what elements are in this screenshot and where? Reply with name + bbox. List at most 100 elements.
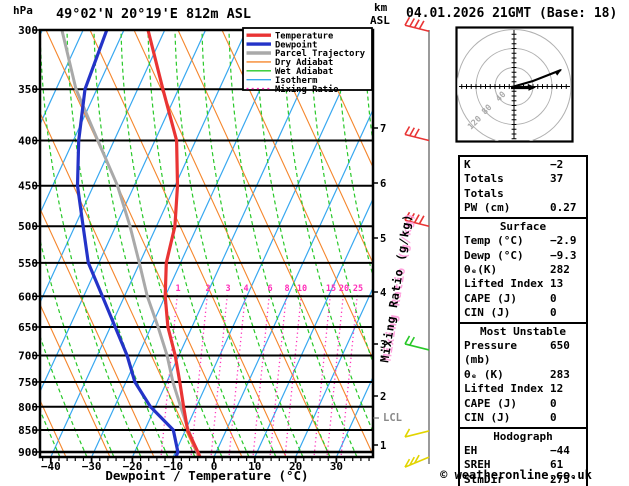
stats-section: K −2 Totals Totals 37 PW (cm) 0.27: [460, 157, 586, 217]
stat-value: 283: [550, 367, 570, 381]
stats-section-title: Most Unstable: [479, 324, 567, 338]
km-tick-label: 5: [380, 233, 386, 245]
run-date-title: 04.01.2026 21GMT (Base: 18): [406, 6, 618, 21]
pressure-tick-label: 700: [18, 349, 38, 362]
storm-motion-arrowhead: [528, 84, 536, 91]
stats-section-title: Surface: [499, 219, 547, 233]
stat-label: Temp (°C): [464, 234, 524, 248]
km-tick-label: 2: [380, 391, 386, 403]
table-row: CIN (J) 0: [460, 411, 586, 425]
wind-barb: [404, 428, 430, 438]
table-row: Temp (°C) −2.9: [460, 234, 586, 248]
table-row: SREH 61: [460, 458, 586, 472]
wind-barb: [404, 335, 430, 351]
temperature-curve: [146, 30, 203, 458]
stat-label: K: [464, 158, 471, 171]
svg-text:15: 15: [326, 284, 336, 294]
temperature-tick-label: −20: [122, 460, 142, 473]
pressure-tick-label: 300: [18, 24, 38, 37]
km-asl-scale: 7 6 5 4 3 2 1: [373, 123, 386, 452]
temperature-tick-label: −40: [41, 460, 61, 473]
stats-section-most-unstable: Most Unstable Pressure (mb) 650 θₑ (K) 283 Li…: [460, 321, 586, 427]
stat-value: −9.3: [550, 248, 577, 262]
legend-item-label: Mixing Ratio: [275, 84, 339, 95]
asl-axis-label: ASL: [370, 14, 390, 27]
temperature-tick-label: −30: [82, 460, 102, 473]
wind-trace-arrowhead: [554, 69, 562, 76]
hodograph-ring: [457, 29, 572, 141]
svg-text:2: 2: [205, 284, 210, 294]
table-row: Dewp (°C) −9.3: [460, 249, 586, 263]
table-row: Lifted Index 13: [460, 277, 586, 291]
mixing-ratio-labels: 1 2 3 4 6 8 10 15 20 25: [175, 284, 363, 294]
stat-label: Totals Totals: [464, 172, 504, 200]
stat-value: 0: [550, 411, 557, 425]
stat-label: Pressure (mb): [464, 339, 517, 367]
legend-item-label: Parcel Trajectory: [275, 49, 366, 59]
km-tick-label: 7: [380, 123, 386, 135]
km-tick-label: 4: [380, 287, 386, 299]
km-tick-label: 1: [380, 440, 386, 452]
pressure-tick-label: 450: [18, 180, 38, 193]
stat-value: −2.9: [550, 234, 577, 248]
pressure-tick-label: 400: [18, 135, 38, 148]
stat-label: PW (cm): [464, 201, 511, 215]
pressure-tick-label: 600: [18, 290, 38, 303]
skewt-chart: 3003504004505005506006507007508008509001…: [18, 16, 430, 473]
stat-label: CAPE (J): [464, 396, 517, 410]
pressure-tick-label: 800: [18, 401, 38, 414]
legend-item-label: Dry Adiabat: [275, 57, 333, 68]
legend-item-label: Wet Adiabat: [275, 66, 333, 77]
table-row: θₑ(K) 282: [460, 263, 586, 277]
stat-label: Lifted Index: [464, 382, 544, 396]
stat-label: EH: [464, 444, 478, 457]
stat-value: 275°: [550, 472, 577, 486]
svg-text:3: 3: [225, 284, 230, 294]
table-row: CAPE (J) 0: [460, 397, 586, 411]
stat-value: 0: [550, 396, 557, 410]
temperature-tick-label: 0: [211, 460, 218, 473]
pressure-unit-label: hPa: [13, 4, 33, 17]
temperature-tick-label: 10: [248, 460, 261, 473]
stat-value: 0: [550, 291, 557, 305]
stat-value: 282: [550, 262, 570, 276]
wind-barb: [404, 211, 430, 227]
table-row: K −2: [460, 158, 586, 172]
isotherm-lines: [40, 30, 373, 458]
stat-label: CIN (J): [464, 306, 511, 320]
stat-label: StmDir: [464, 472, 504, 486]
km-axis-label: km: [374, 1, 388, 14]
table-row: CIN (J) 0: [460, 306, 586, 320]
stats-section-surface: Surface Temp (°C) −2.9 Dewp (°C) −9.3 θₑ(K) 28…: [460, 216, 586, 322]
legend-item-label: Isotherm: [275, 76, 317, 86]
plot-border: [38, 28, 375, 459]
legend-item-label: Dewpoint: [275, 39, 317, 50]
stat-value: 61: [550, 458, 564, 472]
pressure-tick-label: 350: [18, 83, 38, 96]
svg-text:10: 10: [297, 284, 307, 294]
stat-value: 13: [550, 277, 564, 291]
stat-label: CAPE (J): [464, 291, 517, 305]
hodograph-wind-trace: [511, 68, 562, 89]
pressure-tick-label: 850: [18, 424, 38, 437]
stat-value: 0: [550, 306, 557, 320]
dewpoint-curve: [75, 30, 180, 458]
svg-text:8: 8: [284, 284, 289, 294]
legend-item-label: Temperature: [275, 31, 333, 41]
table-row: Totals Totals 37: [460, 172, 586, 201]
km-tick-label: 6: [380, 178, 386, 190]
stat-value: 0.27: [550, 201, 577, 215]
dry-adiabat-lines: [40, 30, 373, 458]
table-row: StmDir 275°: [460, 473, 586, 486]
wind-barbs: [404, 16, 430, 468]
temperature-tick-label: −10: [163, 460, 183, 473]
stats-section-title: Hodograph: [493, 429, 553, 443]
table-row: PW (cm) 0.27: [460, 201, 586, 215]
stat-value: −44: [550, 444, 570, 457]
svg-text:6: 6: [267, 284, 272, 294]
station-title: 49°02'N 20°19'E 812m ASL: [56, 6, 252, 22]
km-tick-label: 3: [380, 339, 386, 351]
